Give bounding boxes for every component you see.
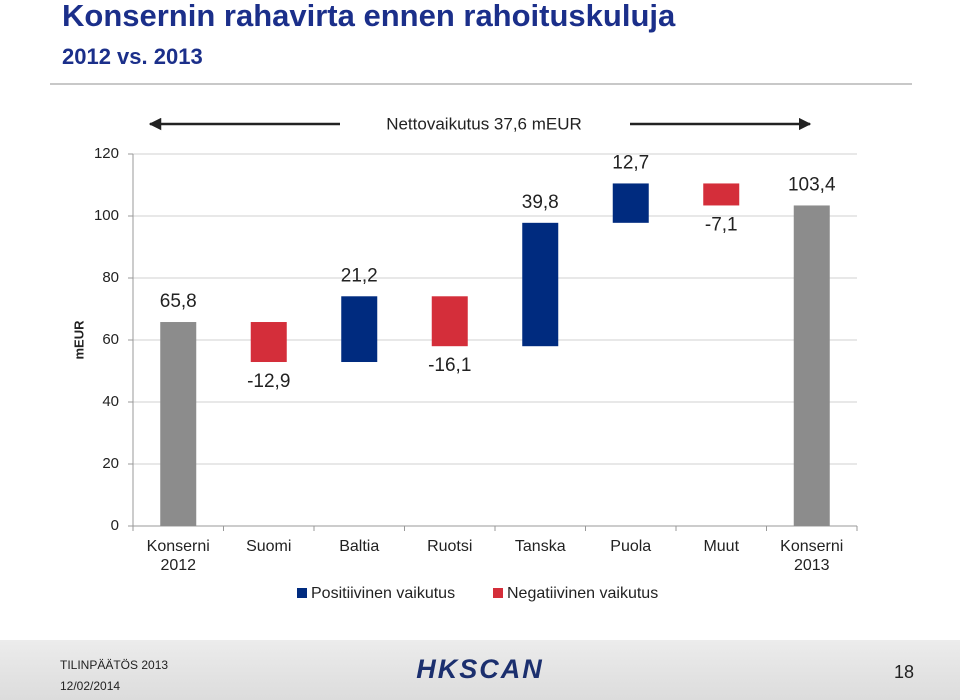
y-tick-label: 60 <box>102 331 119 348</box>
x-tick-label: Baltia <box>339 538 380 555</box>
value-label: 65,8 <box>160 291 197 312</box>
title: Konsernin rahavirta ennen rahoituskuluja <box>62 0 676 33</box>
divider <box>50 83 912 85</box>
value-label: 39,8 <box>522 192 559 213</box>
y-tick-label: 100 <box>94 207 119 224</box>
x-tick-label: Ruotsi <box>427 538 473 555</box>
value-label: 21,2 <box>341 265 378 286</box>
bar <box>160 322 197 526</box>
y-tick-label: 40 <box>102 393 119 410</box>
value-label: -16,1 <box>428 355 471 376</box>
footer-report: TILINPÄÄTÖS 2013 <box>60 658 169 672</box>
value-label: -7,1 <box>705 214 738 235</box>
logo: HKSCAN <box>416 654 544 684</box>
annotation: Nettovaikutus 37,6 mEUR <box>386 114 582 133</box>
value-label: -12,9 <box>247 371 290 392</box>
chart: Nettovaikutus 37,6 mEUR mEUR 0 20 40 60 80 10… <box>71 114 858 602</box>
y-tick-label: 80 <box>102 269 119 286</box>
bar <box>431 296 468 347</box>
x-tick-label: Konserni 2013 <box>780 538 844 574</box>
footer-date: 12/02/2014 <box>60 679 121 693</box>
page-number: 18 <box>893 662 914 682</box>
legend-swatch <box>297 588 307 598</box>
y-tick-label: 120 <box>94 145 119 162</box>
y-tick-label: 20 <box>102 455 119 472</box>
footer: TILINPÄÄTÖS 2013 12/02/2014 HKSCAN 18 <box>0 640 960 700</box>
bar <box>522 222 559 347</box>
x-tick-label: Puola <box>610 538 652 555</box>
x-tick-label: Tanska <box>514 538 566 555</box>
bar <box>250 322 287 363</box>
x-tick-label: Suomi <box>246 538 292 555</box>
legend-label: Negatiivinen vaikutus <box>507 585 658 602</box>
subtitle: 2012 vs. 2013 <box>62 44 203 69</box>
legend-label: Positiivinen vaikutus <box>311 585 455 602</box>
value-label: 12,7 <box>612 152 649 173</box>
bar <box>341 296 378 363</box>
bar <box>612 183 649 223</box>
legend-swatch <box>493 588 503 598</box>
x-tick-label: Muut <box>703 538 740 555</box>
x-tick-label: Konserni 2012 <box>146 538 210 574</box>
y-tick-label: 0 <box>111 517 119 534</box>
y-axis-label: mEUR <box>71 320 86 360</box>
bar <box>793 205 830 526</box>
value-label: 103,4 <box>788 174 836 195</box>
bar <box>703 183 740 206</box>
